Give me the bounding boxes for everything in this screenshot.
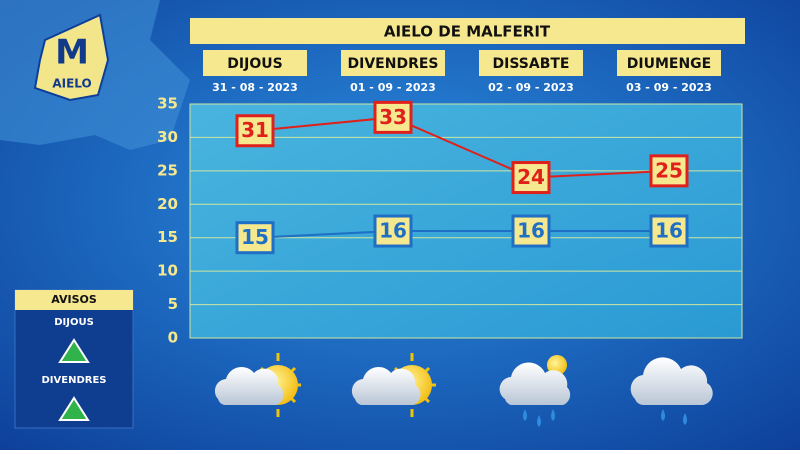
point-box <box>649 154 689 188</box>
logo-letter: M <box>55 33 89 73</box>
icons <box>214 353 713 427</box>
y-tick-label: 35 <box>157 95 178 113</box>
data-label: 16 <box>655 219 683 243</box>
date-label: 01 - 09 - 2023 <box>350 81 436 94</box>
icon-rain-sun <box>499 355 571 427</box>
chart-title: AIELO DE MALFERIT <box>384 23 551 41</box>
warnings-title: AVISOS <box>51 293 97 306</box>
x-tick-label: DISSABTE <box>493 56 570 72</box>
y-tick-label: 5 <box>168 295 178 313</box>
y-tick-label: 20 <box>157 195 178 213</box>
point-box <box>373 100 413 134</box>
point-box <box>373 214 413 248</box>
x-tick-label: DIVENDRES <box>348 56 439 72</box>
icon-sun-cloud <box>351 353 436 417</box>
date-label: 02 - 09 - 2023 <box>488 81 574 94</box>
day-box <box>203 50 307 76</box>
data-label: 33 <box>379 105 407 129</box>
series-line <box>254 230 669 239</box>
data-label: 15 <box>241 225 269 249</box>
warning-icon <box>58 396 90 421</box>
point-box <box>235 221 275 255</box>
warnings-header <box>15 290 133 310</box>
data-label: 24 <box>517 165 545 189</box>
date-label: 03 - 09 - 2023 <box>626 81 712 94</box>
point-box <box>511 161 551 195</box>
day-box <box>479 50 583 76</box>
x-tick-label: DIJOUS <box>227 56 282 72</box>
y-tick-label: 10 <box>157 262 178 280</box>
y-tick-label: 30 <box>157 128 178 146</box>
date-label: 31 - 08 - 2023 <box>212 81 298 94</box>
y-tick-label: 15 <box>157 228 178 246</box>
warning-day: DIJOUS <box>54 317 94 328</box>
data-label: 16 <box>517 219 545 243</box>
warning-day: DIVENDRES <box>42 375 107 386</box>
title-box <box>190 18 745 44</box>
icon-rain <box>630 357 713 425</box>
series-line <box>254 116 670 179</box>
point-box <box>235 114 275 148</box>
logo-name: AIELO <box>52 77 91 91</box>
icon-sun-cloud <box>214 353 301 417</box>
point-box <box>649 214 689 248</box>
data-label: 25 <box>655 158 683 182</box>
warning-icon <box>58 338 90 363</box>
data-label: 31 <box>241 118 269 142</box>
point-box <box>511 214 551 248</box>
logo-shape <box>33 13 110 102</box>
data-label: 16 <box>379 219 407 243</box>
y-tick-label: 0 <box>168 329 178 347</box>
x-tick-label: DIUMENGE <box>627 56 711 72</box>
day-box <box>617 50 721 76</box>
day-box <box>341 50 445 76</box>
y-tick-label: 25 <box>157 161 178 179</box>
